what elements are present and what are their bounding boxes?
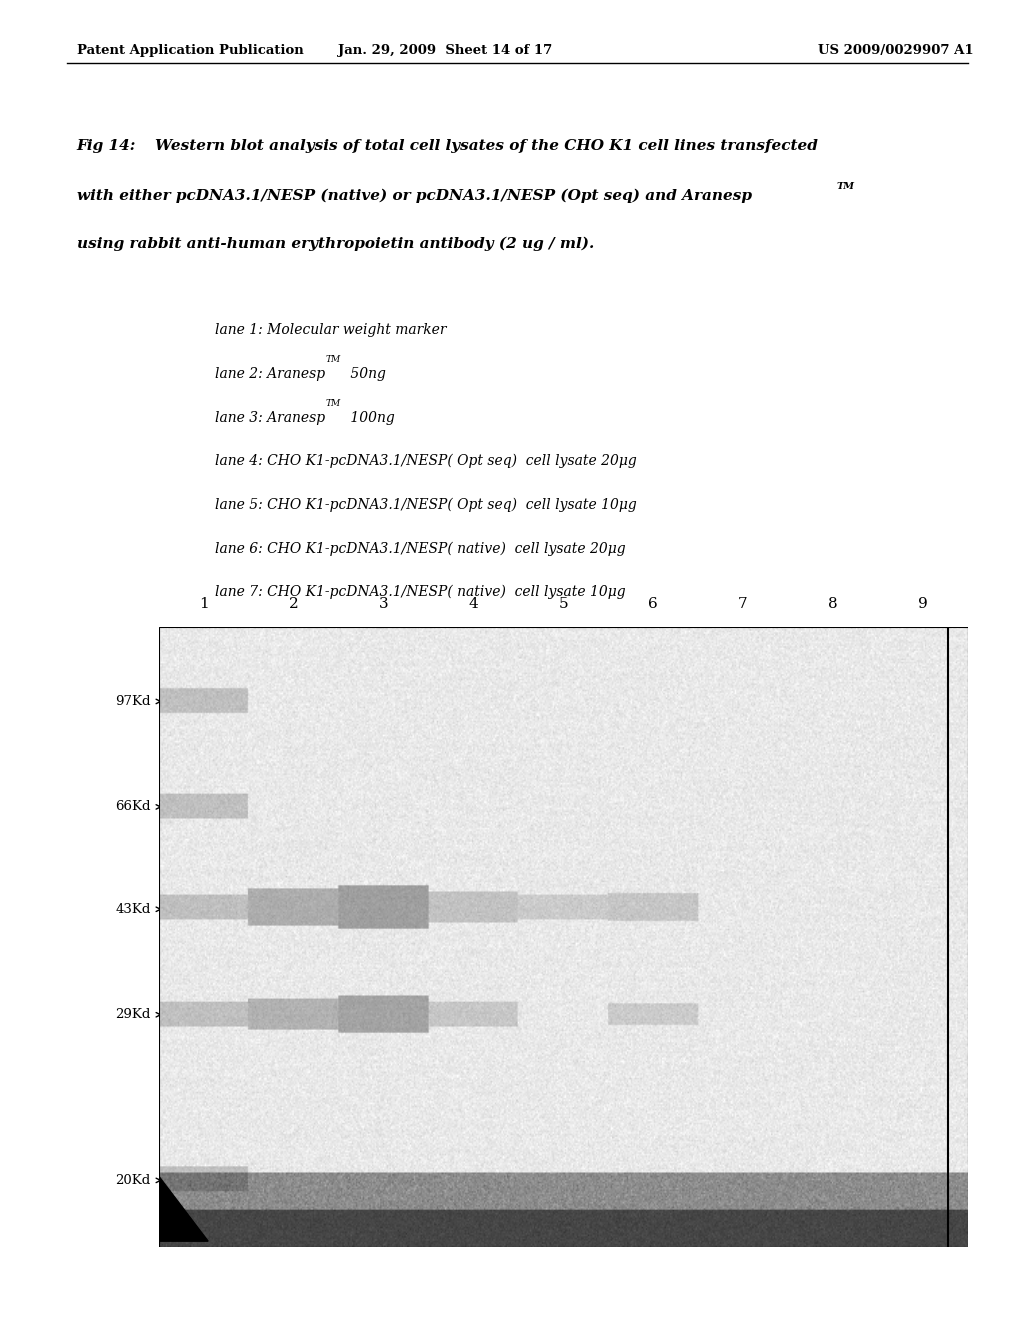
- Text: 9: 9: [918, 597, 928, 611]
- Text: lane 3: Aranesp: lane 3: Aranesp: [215, 411, 326, 425]
- Text: lane 9: Non-transfected control CHO K1 cell lysate 10μg: lane 9: Non-transfected control CHO K1 c…: [159, 672, 557, 686]
- Text: 7: 7: [738, 597, 748, 611]
- Text: 5: 5: [558, 597, 568, 611]
- Text: lane 2: Aranesp: lane 2: Aranesp: [215, 367, 326, 381]
- Text: 2: 2: [289, 597, 298, 611]
- Text: 4: 4: [468, 597, 478, 611]
- Text: 8: 8: [828, 597, 838, 611]
- Text: TM: TM: [326, 355, 341, 364]
- Text: 97Kd: 97Kd: [115, 694, 151, 708]
- Text: Fig 14:: Fig 14:: [77, 139, 141, 153]
- Text: lane 5: CHO K1-pcDNA3.1/NESP( Opt seq)  cell lysate 10μg: lane 5: CHO K1-pcDNA3.1/NESP( Opt seq) c…: [215, 498, 637, 512]
- Text: 1: 1: [199, 597, 209, 611]
- Text: lane 6: CHO K1-pcDNA3.1/NESP( native)  cell lysate 20μg: lane 6: CHO K1-pcDNA3.1/NESP( native) ce…: [215, 541, 626, 556]
- Text: lane 8: Non-transfected control CHO K1 cell lysate 20μg: lane 8: Non-transfected control CHO K1 c…: [159, 628, 557, 643]
- Text: 29Kd: 29Kd: [115, 1008, 151, 1022]
- Text: 50ng: 50ng: [346, 367, 386, 381]
- Text: 20Kd: 20Kd: [116, 1173, 151, 1187]
- Text: lane 7: CHO K1-pcDNA3.1/NESP( native)  cell lysate 10μg: lane 7: CHO K1-pcDNA3.1/NESP( native) ce…: [215, 585, 626, 599]
- Text: 66Kd: 66Kd: [115, 800, 151, 813]
- Text: Jan. 29, 2009  Sheet 14 of 17: Jan. 29, 2009 Sheet 14 of 17: [338, 44, 553, 57]
- Text: 100ng: 100ng: [346, 411, 395, 425]
- Polygon shape: [159, 1176, 208, 1241]
- Text: using rabbit anti-human erythropoietin antibody (2 ug / ml).: using rabbit anti-human erythropoietin a…: [77, 236, 594, 251]
- Text: US 2009/0029907 A1: US 2009/0029907 A1: [818, 44, 974, 57]
- Text: Patent Application Publication: Patent Application Publication: [77, 44, 303, 57]
- Text: 3: 3: [379, 597, 388, 611]
- Text: lane 1: Molecular weight marker: lane 1: Molecular weight marker: [215, 323, 446, 338]
- Text: 6: 6: [648, 597, 658, 611]
- Text: TM: TM: [326, 399, 341, 408]
- Text: with either pcDNA3.1/NESP (native) or pcDNA3.1/NESP (Opt seq) and Aranesp: with either pcDNA3.1/NESP (native) or pc…: [77, 189, 752, 203]
- Text: 43Kd: 43Kd: [115, 903, 151, 916]
- Text: lane 4: CHO K1-pcDNA3.1/NESP( Opt seq)  cell lysate 20μg: lane 4: CHO K1-pcDNA3.1/NESP( Opt seq) c…: [215, 454, 637, 469]
- Text: TM: TM: [837, 182, 855, 191]
- Text: Western blot analysis of total cell lysates of the CHO K1 cell lines transfected: Western blot analysis of total cell lysa…: [155, 139, 817, 153]
